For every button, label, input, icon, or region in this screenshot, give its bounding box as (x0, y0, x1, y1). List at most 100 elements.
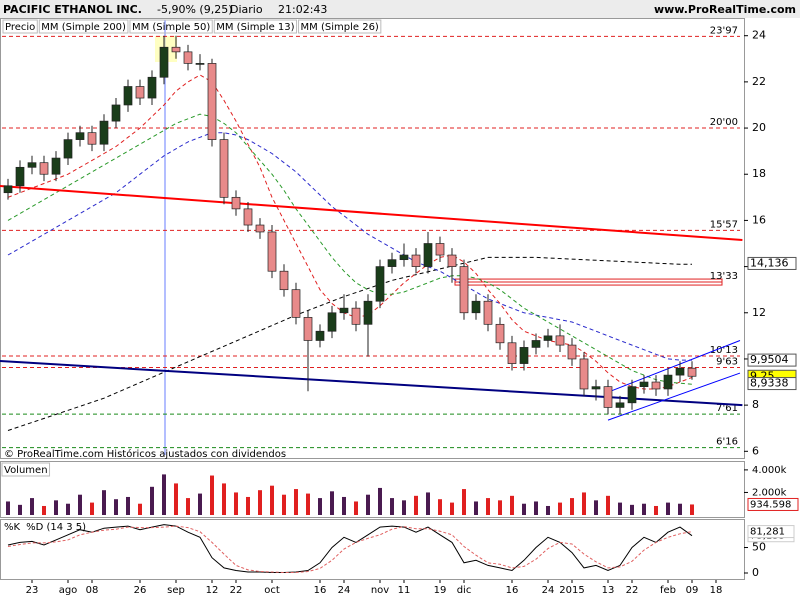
candle-body (663, 374, 673, 390)
candle-body (567, 344, 577, 360)
volume-bar (570, 498, 574, 515)
candle-body (207, 63, 217, 140)
volume-bar (126, 496, 130, 515)
candle-body (267, 231, 277, 272)
header-site: www.ProRealTime.com (654, 3, 796, 16)
candle-body (495, 323, 505, 344)
candle-body (243, 208, 253, 226)
x-tick-label: 16 (506, 585, 519, 596)
candle-body (63, 139, 73, 159)
volume-bar (438, 499, 442, 515)
header-bar (0, 0, 800, 18)
volume-bar (78, 494, 82, 515)
line-series (7, 525, 693, 573)
x-tick-label: nov (371, 585, 389, 596)
panel-title: Volumen (4, 465, 48, 476)
y-tick-label: 50 (752, 541, 766, 554)
line-series (7, 113, 693, 385)
volume-bar (486, 498, 490, 515)
candle-body (15, 166, 25, 187)
volume-tag (747, 497, 799, 511)
candle-body (411, 254, 421, 267)
candle-body (531, 340, 541, 348)
x-tick-label: 13 (602, 585, 615, 596)
y-tick-label: 6 (752, 444, 759, 457)
stoch-panel (0, 519, 745, 580)
price-tag (747, 377, 797, 391)
level-label: 15'57 (710, 219, 738, 230)
candle-body (447, 254, 457, 267)
volume-bar (690, 504, 694, 515)
volume-bar (522, 503, 526, 515)
candle-body (135, 86, 145, 99)
volume-bar (366, 494, 370, 515)
y-tick-label: 24 (752, 29, 766, 42)
volume-bar (594, 500, 598, 515)
candle-body (39, 162, 49, 175)
volume-bar (210, 475, 214, 515)
legend-entry: MM (Simple 26) (301, 22, 379, 33)
volume-bar (654, 505, 658, 515)
footer: © ProRealTime.com Históricos ajustados c… (4, 448, 286, 460)
volume-bar (678, 503, 682, 515)
header-period: Diario (230, 3, 263, 16)
line-series (7, 132, 692, 361)
legend-entry: MM (Simple 50) (132, 22, 210, 33)
candle-body (51, 157, 61, 175)
price-tag (747, 256, 797, 270)
y-tick-label: 12 (752, 306, 766, 319)
candle-body (471, 300, 481, 314)
header-time: 21:02:43 (278, 3, 327, 16)
legend-entry: MM (Simple 13) (216, 22, 294, 33)
y-tick-label: 16 (752, 213, 766, 226)
level-label: 13'33 (710, 271, 738, 282)
x-tick-label: 24 (338, 585, 351, 596)
price-tag-label: 8,9338 (750, 377, 789, 390)
volume-bar (114, 499, 118, 515)
stoch-tag (747, 525, 795, 539)
volume-bar (186, 498, 190, 515)
price-tag-label: 9,9504 (750, 353, 789, 366)
candle-body (675, 367, 685, 376)
trendline (607, 372, 741, 421)
candle-body (255, 224, 265, 233)
x-tick-label: 23 (26, 585, 39, 596)
legend-box (213, 19, 298, 34)
candle-body (615, 402, 625, 408)
candle-body (591, 386, 601, 390)
volume-bar (150, 486, 154, 515)
x-tick-label: oct (264, 585, 280, 596)
volume-bar (198, 493, 202, 515)
volume-bar (246, 496, 250, 515)
panel-title: %K (4, 522, 21, 533)
volume-bar (174, 483, 178, 515)
y-tick-label: 0 (752, 566, 759, 579)
volume-bar (630, 504, 634, 515)
x-tick-label: 11 (398, 585, 411, 596)
volume-bar (582, 492, 586, 515)
candle-body (579, 358, 589, 390)
candle-body (87, 132, 97, 145)
trendline (0, 185, 743, 242)
candle-body (279, 270, 289, 291)
legend-entry: MM (Simple 200) (41, 22, 126, 33)
candle-body (339, 307, 349, 314)
candle-body (507, 342, 517, 364)
y-tick-label: 22 (752, 75, 766, 88)
x-tick-label: dic (457, 585, 472, 596)
volume-bar (450, 502, 454, 515)
candle-body (423, 243, 433, 267)
volume-bar (342, 496, 346, 515)
volume-bar (390, 498, 394, 515)
candle-body (603, 386, 613, 408)
y-tick-label: 4.000k (752, 465, 787, 476)
candle-body (27, 162, 37, 168)
x-tick-label: 09 (686, 585, 699, 596)
trendline (0, 360, 743, 407)
candle-body (303, 317, 313, 341)
header-title: PACIFIC ETHANOL INC. (3, 3, 142, 16)
volume-bar (270, 485, 274, 515)
candle-body (519, 347, 529, 364)
x-tick-label: 08 (86, 585, 99, 596)
